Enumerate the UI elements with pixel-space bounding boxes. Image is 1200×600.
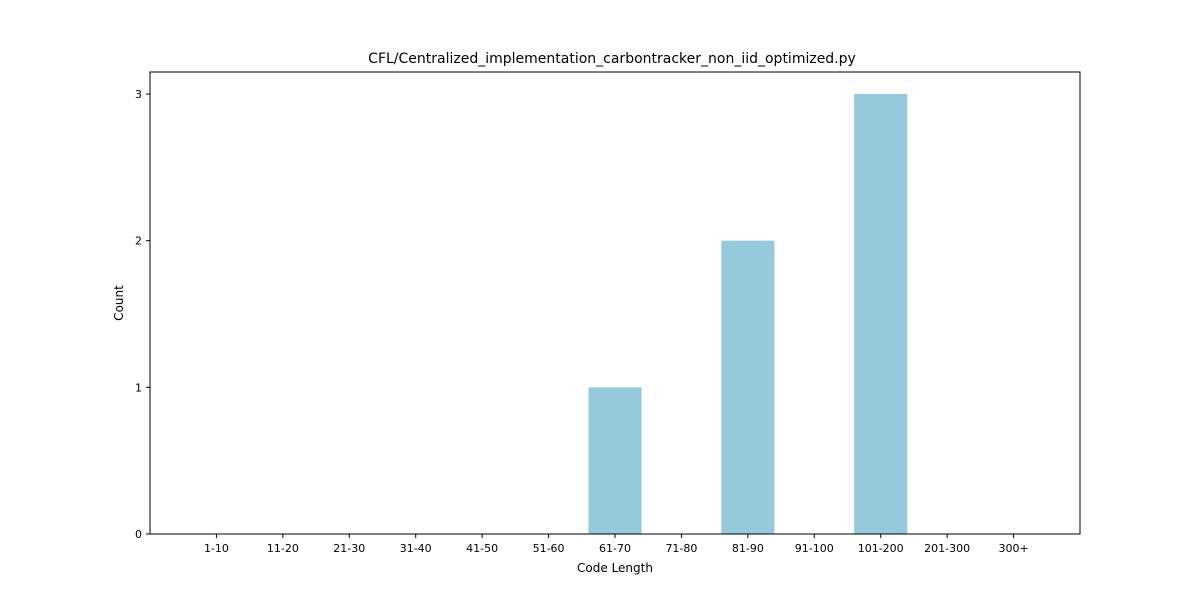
x-tick-label: 51-60	[533, 542, 565, 555]
x-tick-label: 300+	[998, 542, 1028, 555]
x-tick-label: 101-200	[858, 542, 904, 555]
x-tick-label: 61-70	[599, 542, 631, 555]
y-axis-ticks: 0 1 2 3	[135, 88, 150, 541]
x-tick-label: 1-10	[204, 542, 229, 555]
y-tick-label: 2	[135, 235, 142, 248]
bar-81-90	[721, 240, 775, 534]
x-tick-label: 21-30	[333, 542, 365, 555]
x-tick-label: 31-40	[400, 542, 432, 555]
y-tick-label: 3	[135, 88, 142, 101]
x-tick-label: 41-50	[466, 542, 498, 555]
x-axis-ticks: 1-10 11-20 21-30 31-40 41-50 51-60 61-70 71-80 8…	[204, 534, 1029, 555]
x-tick-label: 201-300	[924, 542, 970, 555]
x-tick-label: 11-20	[267, 542, 299, 555]
y-tick-label: 0	[135, 528, 142, 541]
x-tick-label: 91-100	[795, 542, 834, 555]
x-tick-label: 71-80	[665, 542, 697, 555]
x-axis-label: Code Length	[577, 561, 653, 575]
y-tick-label: 1	[135, 381, 142, 394]
y-axis-label: Count	[112, 285, 126, 321]
bars-group	[588, 94, 908, 534]
bar-61-70	[588, 387, 642, 534]
x-tick-label: 81-90	[732, 542, 764, 555]
chart-title: CFL/Centralized_implementation_carbontra…	[368, 51, 856, 67]
bar-101-200	[854, 94, 908, 534]
